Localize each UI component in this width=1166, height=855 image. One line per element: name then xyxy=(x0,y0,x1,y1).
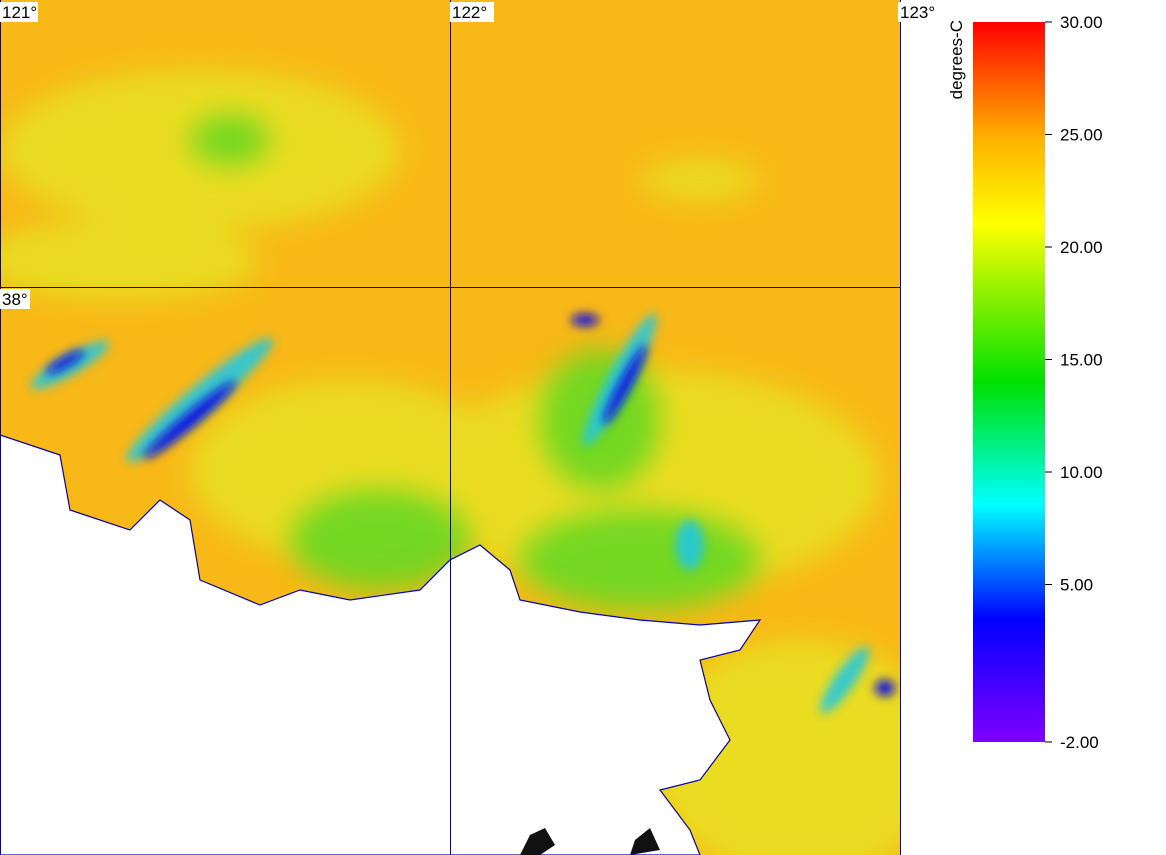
colorbar-ramp xyxy=(973,22,1045,742)
lat-label: 38° xyxy=(2,290,28,309)
islands xyxy=(520,828,660,855)
colorbar-tick-label: 5.00 xyxy=(1060,576,1093,595)
land xyxy=(0,434,762,855)
lon-label: 122° xyxy=(452,3,487,22)
colorbar-tick-label: 10.00 xyxy=(1060,463,1103,482)
colorbar-label: degrees-C xyxy=(947,20,966,99)
colorbar: degrees-C 30.00 25.00 20.00 15.00 10.00 5.00 -… xyxy=(947,13,1103,752)
colorbar-tick-label: 30.00 xyxy=(1060,13,1103,32)
colorbar-tick-label: 20.00 xyxy=(1060,238,1103,257)
graticule xyxy=(0,0,901,855)
colorbar-tick-label: 25.00 xyxy=(1060,126,1103,145)
colorbar-tick-label: 15.00 xyxy=(1060,351,1103,370)
graticule-labels: 121° 122° 123° 38° xyxy=(0,2,942,309)
sst-field xyxy=(0,0,900,855)
lon-label: 121° xyxy=(2,3,37,22)
colorbar-tick-label: -2.00 xyxy=(1060,733,1099,752)
lon-label: 123° xyxy=(900,3,935,22)
